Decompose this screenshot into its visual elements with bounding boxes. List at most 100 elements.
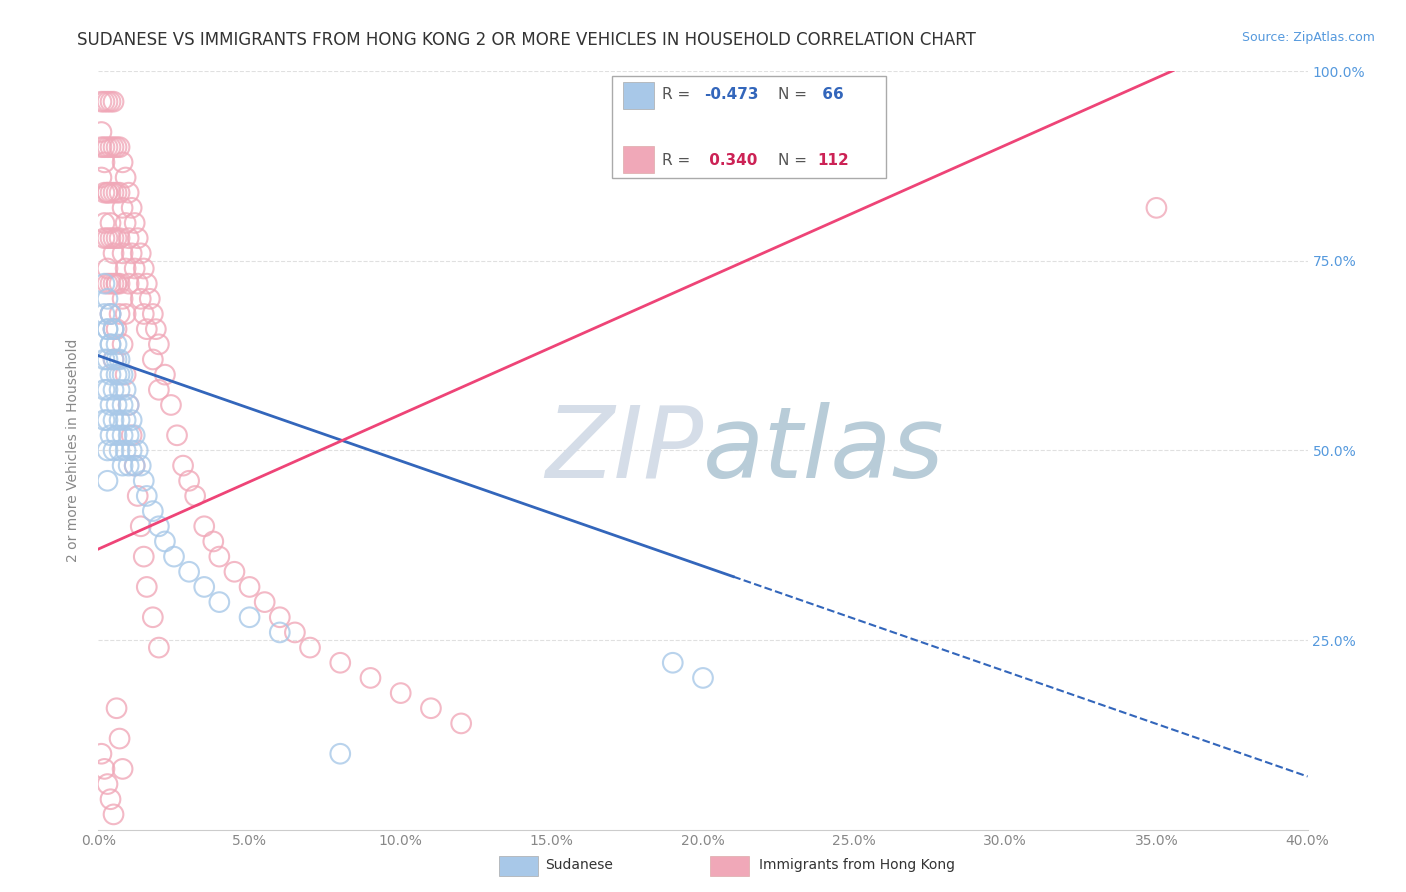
Point (114, 261, 136, 276)
Point (96, 352, 118, 367)
Point (96, 186, 118, 200)
Point (96, 413, 118, 427)
Text: Source: ZipAtlas.com: Source: ZipAtlas.com (1241, 31, 1375, 45)
Point (179, 474, 201, 488)
Point (100, 337, 122, 351)
Text: ZIP: ZIP (544, 402, 703, 499)
Point (105, 398, 128, 412)
Point (153, 534, 176, 549)
Point (121, 246, 143, 260)
Point (105, 428, 128, 442)
Point (208, 595, 231, 609)
Point (692, 671, 714, 685)
Text: atlas: atlas (703, 402, 945, 499)
Point (108, 731, 131, 746)
Point (269, 625, 291, 640)
Point (124, 216, 146, 230)
Point (90, 170, 112, 185)
Point (105, 337, 128, 351)
Text: 112: 112 (817, 153, 849, 169)
Point (103, 352, 125, 367)
Point (105, 231, 128, 245)
Point (118, 277, 141, 291)
Point (132, 549, 155, 564)
Point (142, 610, 165, 624)
Point (132, 307, 155, 321)
Point (103, 277, 125, 291)
Point (148, 337, 170, 351)
Point (111, 292, 134, 306)
Point (100, 368, 122, 382)
Point (124, 458, 146, 473)
Point (142, 504, 165, 518)
Point (103, 140, 125, 154)
Point (100, 307, 122, 321)
Point (103, 352, 125, 367)
Point (148, 640, 170, 655)
Point (105, 701, 128, 715)
Point (121, 413, 143, 427)
Point (284, 625, 307, 640)
Point (179, 565, 201, 579)
Point (253, 595, 276, 609)
Point (96, 322, 118, 336)
Point (93, 231, 115, 245)
Point (121, 201, 143, 215)
Point (108, 231, 131, 245)
Point (135, 580, 157, 594)
Point (329, 747, 352, 761)
Point (108, 140, 131, 154)
Point (142, 307, 165, 321)
Point (93, 383, 115, 397)
Point (105, 140, 128, 154)
Point (111, 246, 134, 260)
Point (118, 458, 141, 473)
Point (90, 125, 112, 139)
Point (100, 307, 122, 321)
Point (108, 413, 131, 427)
Point (111, 458, 134, 473)
Point (103, 807, 125, 822)
Point (172, 458, 194, 473)
Point (96, 474, 118, 488)
Point (90, 95, 112, 109)
Point (93, 277, 115, 291)
Point (108, 368, 131, 382)
Point (93, 216, 115, 230)
Point (193, 519, 215, 533)
Point (184, 489, 207, 503)
Point (114, 368, 136, 382)
Point (96, 322, 118, 336)
Point (111, 762, 134, 776)
Point (93, 352, 115, 367)
Point (118, 398, 141, 412)
Point (239, 610, 262, 624)
Point (129, 519, 152, 533)
Point (129, 246, 152, 260)
Point (93, 155, 115, 169)
Point (93, 307, 115, 321)
Text: Immigrants from Hong Kong: Immigrants from Hong Kong (759, 858, 955, 872)
Point (269, 610, 291, 624)
Point (108, 277, 131, 291)
Point (420, 701, 443, 715)
Point (135, 322, 157, 336)
Text: -0.473: -0.473 (704, 87, 759, 103)
Point (90, 140, 112, 154)
Point (202, 534, 225, 549)
Point (118, 398, 141, 412)
Y-axis label: 2 or more Vehicles in Household: 2 or more Vehicles in Household (66, 339, 80, 562)
Point (93, 413, 115, 427)
Point (127, 231, 149, 245)
Point (100, 307, 122, 321)
Point (105, 368, 128, 382)
Point (96, 186, 118, 200)
Point (224, 565, 246, 579)
Point (135, 489, 157, 503)
Point (661, 656, 683, 670)
Point (103, 322, 125, 336)
Point (108, 352, 131, 367)
Point (100, 337, 122, 351)
Point (145, 322, 167, 336)
Point (163, 549, 186, 564)
